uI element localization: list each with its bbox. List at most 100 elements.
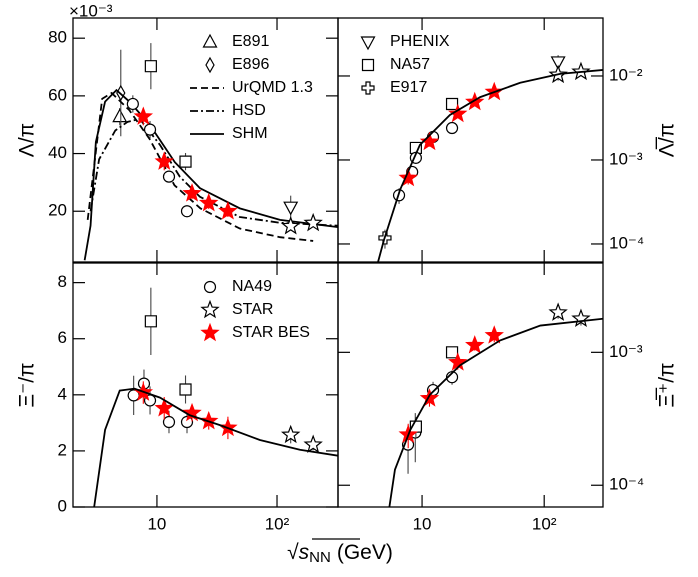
curve — [86, 91, 314, 242]
data-point — [199, 192, 219, 212]
y-axis-label: Λ/π — [16, 123, 39, 157]
data-point — [303, 434, 323, 453]
x-tick-label: 10 — [413, 514, 432, 533]
x-label-unit: (GeV) — [337, 541, 393, 564]
panel: 10⁻⁴ 10⁻³ 10⁻² Λ̅/π PHENIX NA57 E917 — [337, 17, 679, 263]
x-tick-label: 10 — [147, 514, 166, 533]
data-point — [448, 103, 468, 123]
data-point — [180, 205, 194, 218]
data-point — [179, 383, 192, 396]
y-tick-label: 10⁻⁴ — [609, 475, 644, 494]
curve — [388, 317, 603, 507]
y-tick-label: 10⁻³ — [609, 149, 643, 168]
curve — [377, 69, 603, 262]
legend-label: STAR BES — [232, 324, 310, 341]
data-point — [199, 410, 219, 430]
x-label-symbol: s — [299, 541, 310, 564]
panel-frame — [72, 17, 339, 263]
legend-marker — [202, 33, 218, 48]
data-point — [398, 167, 418, 187]
curve — [93, 387, 338, 507]
legend-marker — [205, 56, 215, 74]
y-tick-label: 10⁻² — [609, 65, 643, 84]
data-point — [445, 97, 459, 111]
data-point — [112, 108, 128, 123]
panel: 10⁻⁴ 10⁻³ 10 10² Ξ̅⁺/π — [337, 262, 679, 533]
plot-area — [93, 287, 338, 507]
legend-label: E896 — [232, 56, 269, 73]
y-tick-label: 6 — [58, 328, 67, 347]
data-point — [144, 315, 157, 328]
x-axis-label: √sNN (GeV) — [287, 541, 393, 566]
y-tick-label: 60 — [48, 85, 67, 104]
data-point — [218, 201, 238, 220]
plot-area — [388, 302, 603, 507]
y-tick-label: 4 — [58, 384, 67, 403]
data-point — [445, 121, 459, 135]
data-point — [548, 302, 568, 321]
data-point — [484, 325, 504, 344]
legend-marker — [203, 280, 217, 294]
y-tick-label: 2 — [58, 440, 67, 459]
y-tick-label: 10⁻⁴ — [609, 233, 644, 252]
legend-label: SHM — [232, 125, 268, 142]
data-point — [571, 308, 591, 327]
legend-marker — [200, 322, 220, 342]
data-point — [144, 60, 157, 73]
data-point — [445, 371, 459, 384]
legend-label: UrQMD 1.3 — [232, 79, 313, 96]
data-point — [571, 61, 591, 81]
data-point — [154, 151, 174, 170]
y-axis-label: Ξ̅⁺/π — [656, 362, 679, 407]
data-point — [179, 155, 192, 168]
legend-label: HSD — [232, 102, 266, 119]
x-tick-label: 10² — [532, 514, 557, 533]
data-point — [409, 141, 422, 155]
data-point — [303, 212, 323, 232]
data-point — [448, 352, 468, 371]
legend-label: NA49 — [232, 278, 272, 295]
data-point — [154, 398, 174, 417]
data-point — [182, 183, 202, 202]
data-point — [419, 388, 440, 407]
data-point — [281, 216, 301, 235]
data-point — [465, 335, 485, 354]
y-axis-label: Ξ⁻/π — [16, 362, 39, 407]
plot-area — [377, 55, 603, 262]
axis-multiplier: ×10⁻³ — [69, 1, 113, 20]
data-point — [445, 346, 459, 359]
legend-marker — [360, 36, 376, 51]
data-point — [162, 415, 176, 429]
curve — [89, 117, 338, 227]
data-point — [419, 131, 440, 151]
data-point — [126, 97, 139, 111]
panel-frame — [72, 262, 339, 508]
y-tick-label: 40 — [48, 143, 67, 162]
x-label-subscript: NN — [309, 549, 331, 566]
x-tick-label: 10² — [265, 514, 290, 533]
curve — [83, 88, 338, 261]
legend-label: PHENIX — [390, 33, 450, 50]
legend-label: STAR — [232, 301, 273, 318]
data-point — [550, 56, 566, 71]
data-point — [133, 106, 154, 125]
legend-label: NA57 — [390, 56, 430, 73]
data-point — [143, 123, 157, 136]
plot-area — [83, 43, 338, 261]
legend-marker — [361, 81, 375, 95]
legend-marker — [361, 58, 375, 72]
x-label-root: √ — [287, 541, 299, 564]
y-tick-label: 80 — [48, 28, 67, 47]
panel-frame — [337, 17, 604, 263]
panel: 0 2 4 6 8 10 10² Ξ⁻/π NA49 STAR STAR BES — [16, 262, 339, 533]
y-tick-label: 8 — [58, 272, 67, 291]
legend-label: E917 — [390, 79, 427, 96]
legend-marker — [200, 299, 220, 319]
legend-label: E891 — [232, 33, 269, 50]
data-point — [162, 170, 176, 183]
y-tick-label: 10⁻³ — [609, 342, 643, 361]
y-tick-label: 0 — [58, 496, 67, 515]
data-point — [280, 424, 301, 444]
y-tick-label: 20 — [48, 201, 67, 220]
